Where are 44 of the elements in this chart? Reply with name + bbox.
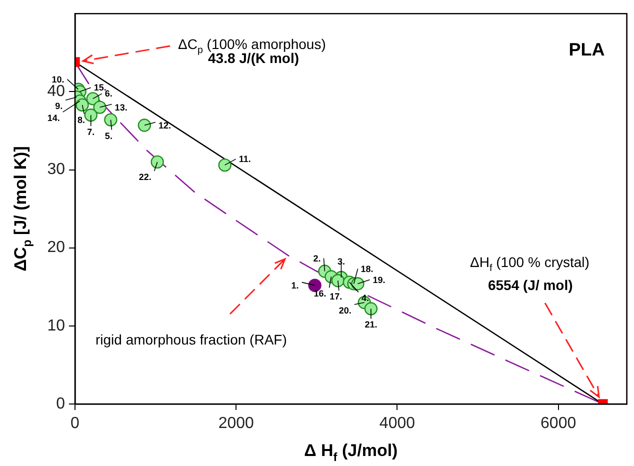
annotation: 19. [372, 274, 386, 285]
point [364, 302, 378, 316]
y-tick-label: 20 [47, 239, 66, 256]
x-tick-label: 2000 [218, 415, 254, 432]
y-tick-label: 30 [47, 161, 66, 178]
annotation: 16. [314, 288, 326, 299]
point [150, 155, 164, 169]
y-tick-label: 10 [47, 317, 66, 334]
y-tick-label: 0 [56, 395, 66, 412]
y-tick-label: 40 [47, 83, 66, 100]
annotation: 5. [104, 130, 112, 141]
annotation: 11. [238, 154, 251, 164]
point [93, 100, 106, 114]
annotation: 7. [87, 127, 95, 138]
annotation: 22. [138, 172, 152, 182]
annotation: 15. [94, 82, 106, 93]
point [331, 274, 345, 288]
x-tick-label: 4000 [379, 415, 416, 432]
x-tick-label: 6000 [540, 415, 576, 432]
point [138, 118, 152, 132]
annotation: 10. [52, 74, 64, 84]
point [104, 113, 118, 126]
annotation: 21. [364, 320, 378, 330]
annotation: 17. [330, 292, 342, 302]
annotation: 6554 (J/ mol) [488, 277, 573, 293]
point [218, 158, 232, 172]
text: PLA [568, 40, 605, 60]
point [84, 108, 98, 122]
annotation: 14. [47, 113, 60, 124]
point [308, 278, 322, 292]
annotation: 20. [338, 305, 352, 316]
point [76, 98, 89, 112]
annotation: rigid amorphous fraction (RAF) [95, 332, 287, 348]
annotation: 8. [77, 114, 86, 125]
annotation: 1. [291, 280, 299, 290]
x-tick-label: 0 [70, 415, 80, 432]
annotation: 4. [361, 293, 369, 304]
annotation: 12. [158, 120, 171, 130]
annotation: 6. [104, 88, 112, 99]
annotation: 2. [313, 253, 321, 264]
annotation: 18. [360, 264, 374, 274]
annotation: 13. [114, 102, 128, 112]
annotation: 9. [55, 101, 63, 112]
y-axis-title: ΔCp [J/ (mol K)] [11, 146, 34, 272]
